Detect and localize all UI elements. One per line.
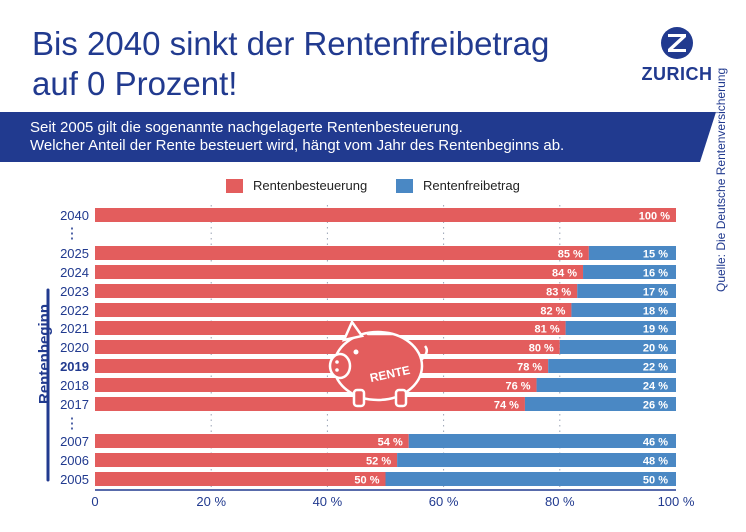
bar-freibetrag-2006	[397, 453, 676, 467]
data-label-besteuerung-2018: 76 %	[505, 381, 530, 393]
data-label-besteuerung-2005: 50 %	[354, 475, 379, 487]
data-label-freibetrag-2025: 15 %	[643, 249, 668, 261]
data-label-freibetrag-2019: 22 %	[643, 362, 668, 374]
legend-swatch-besteuerung	[226, 178, 243, 193]
piggy-snout	[328, 352, 352, 380]
category-label-2018: 2018	[60, 378, 89, 393]
category-label-2024: 2024	[60, 265, 89, 280]
piggy-eye	[353, 349, 359, 355]
banner-notch	[700, 112, 716, 162]
legend-item-freibetrag: Rentenfreibetrag	[396, 178, 520, 193]
category-label-2005: 2005	[60, 472, 89, 487]
category-label-2019: 2019	[60, 359, 89, 374]
data-label-besteuerung-2006: 52 %	[366, 456, 391, 468]
bar-besteuerung-2025	[95, 246, 589, 260]
piggy-ear	[341, 319, 365, 342]
bar-besteuerung-2019	[95, 359, 549, 373]
category-label-2020: 2020	[60, 340, 89, 355]
bar-freibetrag-2021	[565, 321, 676, 335]
zurich-logo: ZURICH	[633, 26, 721, 90]
banner-line-2: Welcher Anteil der Rente besteuert wird,…	[30, 137, 565, 154]
bar-besteuerung-2006	[95, 453, 398, 467]
bar-besteuerung-2007	[95, 434, 409, 448]
data-label-freibetrag-2018: 24 %	[643, 381, 668, 393]
data-label-besteuerung-2019: 78 %	[517, 362, 542, 374]
bar-besteuerung-2020	[95, 340, 560, 354]
data-label-besteuerung-2022: 82 %	[540, 306, 565, 318]
bar-freibetrag-2020	[559, 340, 676, 354]
y-axis-label: Rentenbeginn	[36, 304, 53, 404]
bar-besteuerung-2024	[95, 265, 584, 279]
bar-besteuerung-2017	[95, 397, 525, 411]
bar-freibetrag-2022	[571, 303, 676, 317]
bar-freibetrag-2023	[577, 284, 676, 298]
bar-freibetrag-2005	[385, 472, 676, 486]
category-label-2040: 2040	[60, 208, 89, 223]
category-label-2007: 2007	[60, 434, 89, 449]
bar-freibetrag-2024	[583, 265, 676, 279]
data-label-freibetrag-2020: 20 %	[643, 343, 668, 355]
category-label-2021: 2021	[60, 321, 89, 336]
data-label-besteuerung-2023: 83 %	[546, 287, 571, 299]
page-title: Bis 2040 sinkt der Rentenfreibetrag auf …	[32, 24, 549, 104]
bar-besteuerung-2023	[95, 284, 578, 298]
category-label-2022: 2022	[60, 303, 89, 318]
legend-item-besteuerung: Rentenbesteuerung	[226, 178, 367, 193]
subtitle-banner: Seit 2005 gilt die sogenannte nachgelage…	[0, 112, 716, 162]
piggy-tail	[420, 345, 429, 361]
data-label-besteuerung-2017: 74 %	[494, 400, 519, 412]
x-tick-label: 0	[91, 494, 98, 509]
category-label-2006: 2006	[60, 453, 89, 468]
axis-gap-marker: ⋮	[65, 225, 80, 242]
data-label-freibetrag-2007: 46 %	[643, 437, 668, 449]
data-label-besteuerung-2040: 100 %	[639, 211, 670, 223]
category-label-2017: 2017	[60, 397, 89, 412]
category-label-2025: 2025	[60, 246, 89, 261]
zurich-z-icon	[661, 27, 693, 59]
data-label-freibetrag-2017: 26 %	[643, 400, 668, 412]
x-tick-label: 20 %	[196, 494, 226, 509]
piggy-leg	[352, 388, 366, 408]
data-label-besteuerung-2020: 80 %	[529, 343, 554, 355]
data-label-freibetrag-2005: 50 %	[643, 475, 668, 487]
x-tick-label: 40 %	[313, 494, 343, 509]
bar-besteuerung-2005	[95, 472, 386, 486]
data-label-freibetrag-2023: 17 %	[643, 287, 668, 299]
data-label-besteuerung-2024: 84 %	[552, 268, 577, 280]
source-note: Quelle: Die Deutsche Rentenversicherung	[714, 67, 728, 292]
bar-freibetrag-2025	[588, 246, 676, 260]
title-line-1: Bis 2040 sinkt der Rentenfreibetrag	[32, 25, 550, 62]
data-label-freibetrag-2024: 16 %	[643, 268, 668, 280]
data-label-freibetrag-2021: 19 %	[643, 324, 668, 336]
data-label-freibetrag-2006: 48 %	[643, 456, 668, 468]
title-line-2: auf 0 Prozent!	[32, 65, 238, 102]
bar-besteuerung-2021	[95, 321, 566, 335]
x-tick-label: 80 %	[545, 494, 575, 509]
piggy-nostril	[335, 360, 339, 364]
bar-freibetrag-2019	[548, 359, 676, 373]
piggy-bank-icon: RENTE	[328, 319, 429, 408]
logo-text: ZURICH	[641, 64, 713, 84]
bar-besteuerung-2018	[95, 378, 537, 392]
bar-besteuerung-2040	[95, 208, 676, 222]
axis-gap-marker: ⋮	[65, 415, 80, 432]
data-label-besteuerung-2021: 81 %	[535, 324, 560, 336]
legend-label-freibetrag: Rentenfreibetrag	[423, 178, 520, 193]
x-tick-label: 100 %	[658, 494, 695, 509]
bar-besteuerung-2022	[95, 303, 572, 317]
bar-freibetrag-2017	[524, 397, 676, 411]
bar-freibetrag-2018	[536, 378, 676, 392]
bar-freibetrag-2007	[408, 434, 676, 448]
banner-line-1: Seit 2005 gilt die sogenannte nachgelage…	[30, 119, 463, 136]
data-label-besteuerung-2025: 85 %	[558, 249, 583, 261]
data-label-besteuerung-2007: 54 %	[378, 437, 403, 449]
data-label-freibetrag-2022: 18 %	[643, 306, 668, 318]
piggy-nostril	[335, 368, 339, 372]
legend-swatch-freibetrag	[396, 178, 413, 193]
piggy-leg	[394, 388, 408, 408]
x-tick-label: 60 %	[429, 494, 459, 509]
category-label-2023: 2023	[60, 284, 89, 299]
legend-label-besteuerung: Rentenbesteuerung	[253, 178, 368, 193]
